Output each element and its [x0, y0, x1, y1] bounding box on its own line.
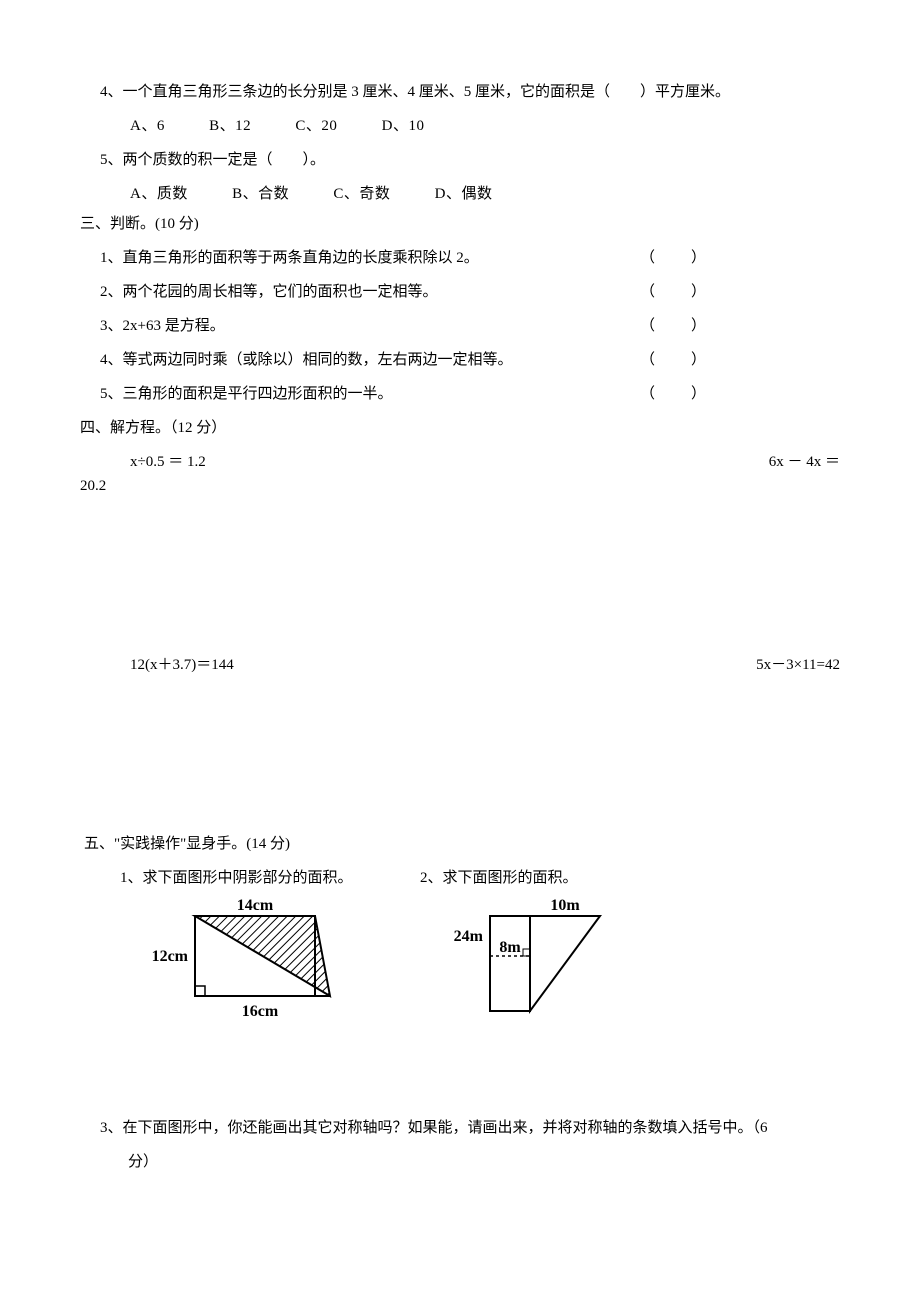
judge-paren-4: （ ）	[640, 348, 708, 372]
judge-row-4: 4、等式两边同时乘（或除以）相同的数，左右两边一定相等。（ ）	[80, 348, 840, 372]
q5-opt-a: A、质数	[130, 182, 188, 206]
fig2-left-label: 24m	[454, 928, 484, 945]
equation-2-cont: 20.2	[80, 474, 840, 498]
fig1-bottom-label: 16cm	[242, 1003, 279, 1020]
q4-opt-a: A、6	[130, 114, 165, 138]
question-5: 5、两个质数的积一定是（ ）。	[80, 148, 840, 172]
question-4-options: A、6 B、12 C、20 D、10	[80, 114, 840, 138]
figure-2-col: 2、求下面图形的面积。 10m 24m 8m	[420, 866, 680, 1036]
equation-2: 6x － 4x ＝	[769, 450, 840, 474]
judge-row-5: 5、三角形的面积是平行四边形面积的一半。（ ）	[80, 382, 840, 406]
question-5-text: 5、两个质数的积一定是（ ）。	[100, 152, 325, 168]
judge-text-1: 1、直角三角形的面积等于两条直角边的长度乘积除以 2。	[100, 246, 640, 270]
judge-row-3: 3、2x+63 是方程。（ ）	[80, 314, 840, 338]
figure-2-label: 2、求下面图形的面积。	[420, 866, 680, 890]
figures-row: 1、求下面图形中阴影部分的面积。 14cm 12cm 16cm 2、求下面图形的…	[80, 866, 840, 1036]
question-5-options: A、质数 B、合数 C、奇数 D、偶数	[80, 182, 840, 206]
question-4-text: 4、一个直角三角形三条边的长分别是 3 厘米、4 厘米、5 厘米，它的面积是（ …	[100, 84, 730, 100]
equation-row-1: x÷0.5 ＝ 1.2 6x － 4x ＝	[80, 450, 840, 474]
q4-opt-d: D、10	[382, 114, 425, 138]
fig1-left-label: 12cm	[152, 948, 189, 965]
fig2-top-label: 10m	[550, 897, 580, 914]
judge-text-5: 5、三角形的面积是平行四边形面积的一半。	[100, 382, 640, 406]
equation-1: x÷0.5 ＝ 1.2	[130, 450, 206, 474]
equation-4: 5x－3×11=42	[756, 653, 840, 677]
equation-row-2: 12(x＋3.7)＝144 5x－3×11=42	[80, 653, 840, 677]
q5-opt-c: C、奇数	[333, 182, 390, 206]
figure-1-label: 1、求下面图形中阴影部分的面积。	[120, 866, 380, 890]
figure-1-svg: 14cm 12cm 16cm	[120, 896, 380, 1036]
section-3-title: 三、判断。(10 分)	[80, 212, 840, 236]
fig2-mid-label: 8m	[499, 939, 521, 956]
judge-paren-3: （ ）	[640, 314, 708, 338]
figure-1-col: 1、求下面图形中阴影部分的面积。 14cm 12cm 16cm	[120, 866, 380, 1036]
section-5-q3: 3、在下面图形中，你还能画出其它对称轴吗？如果能，请画出来，并将对称轴的条数填入…	[80, 1116, 840, 1140]
q4-opt-b: B、12	[209, 114, 251, 138]
judge-text-2: 2、两个花园的周长相等，它们的面积也一定相等。	[100, 280, 640, 304]
q4-opt-c: C、20	[295, 114, 337, 138]
judge-text-3: 3、2x+63 是方程。	[100, 314, 640, 338]
judge-row-1: 1、直角三角形的面积等于两条直角边的长度乘积除以 2。（ ）	[80, 246, 840, 270]
judge-row-2: 2、两个花园的周长相等，它们的面积也一定相等。（ ）	[80, 280, 840, 304]
judge-text-4: 4、等式两边同时乘（或除以）相同的数，左右两边一定相等。	[100, 348, 640, 372]
fig1-top-label: 14cm	[237, 897, 274, 914]
question-4: 4、一个直角三角形三条边的长分别是 3 厘米、4 厘米、5 厘米，它的面积是（ …	[80, 80, 840, 104]
q5-opt-d: D、偶数	[435, 182, 493, 206]
equation-3: 12(x＋3.7)＝144	[130, 653, 234, 677]
figure-2-svg: 10m 24m 8m	[420, 896, 680, 1036]
section-5-title: 五、"实践操作"显身手。(14 分)	[80, 832, 840, 856]
judge-paren-1: （ ）	[640, 246, 708, 270]
judge-paren-2: （ ）	[640, 280, 708, 304]
judge-paren-5: （ ）	[640, 382, 708, 406]
section-4-title: 四、解方程。（12 分）	[80, 416, 840, 440]
judge-list: 1、直角三角形的面积等于两条直角边的长度乘积除以 2。（ ）2、两个花园的周长相…	[80, 246, 840, 406]
q5-opt-b: B、合数	[232, 182, 289, 206]
section-5-q3-cont: 分）	[80, 1150, 840, 1174]
